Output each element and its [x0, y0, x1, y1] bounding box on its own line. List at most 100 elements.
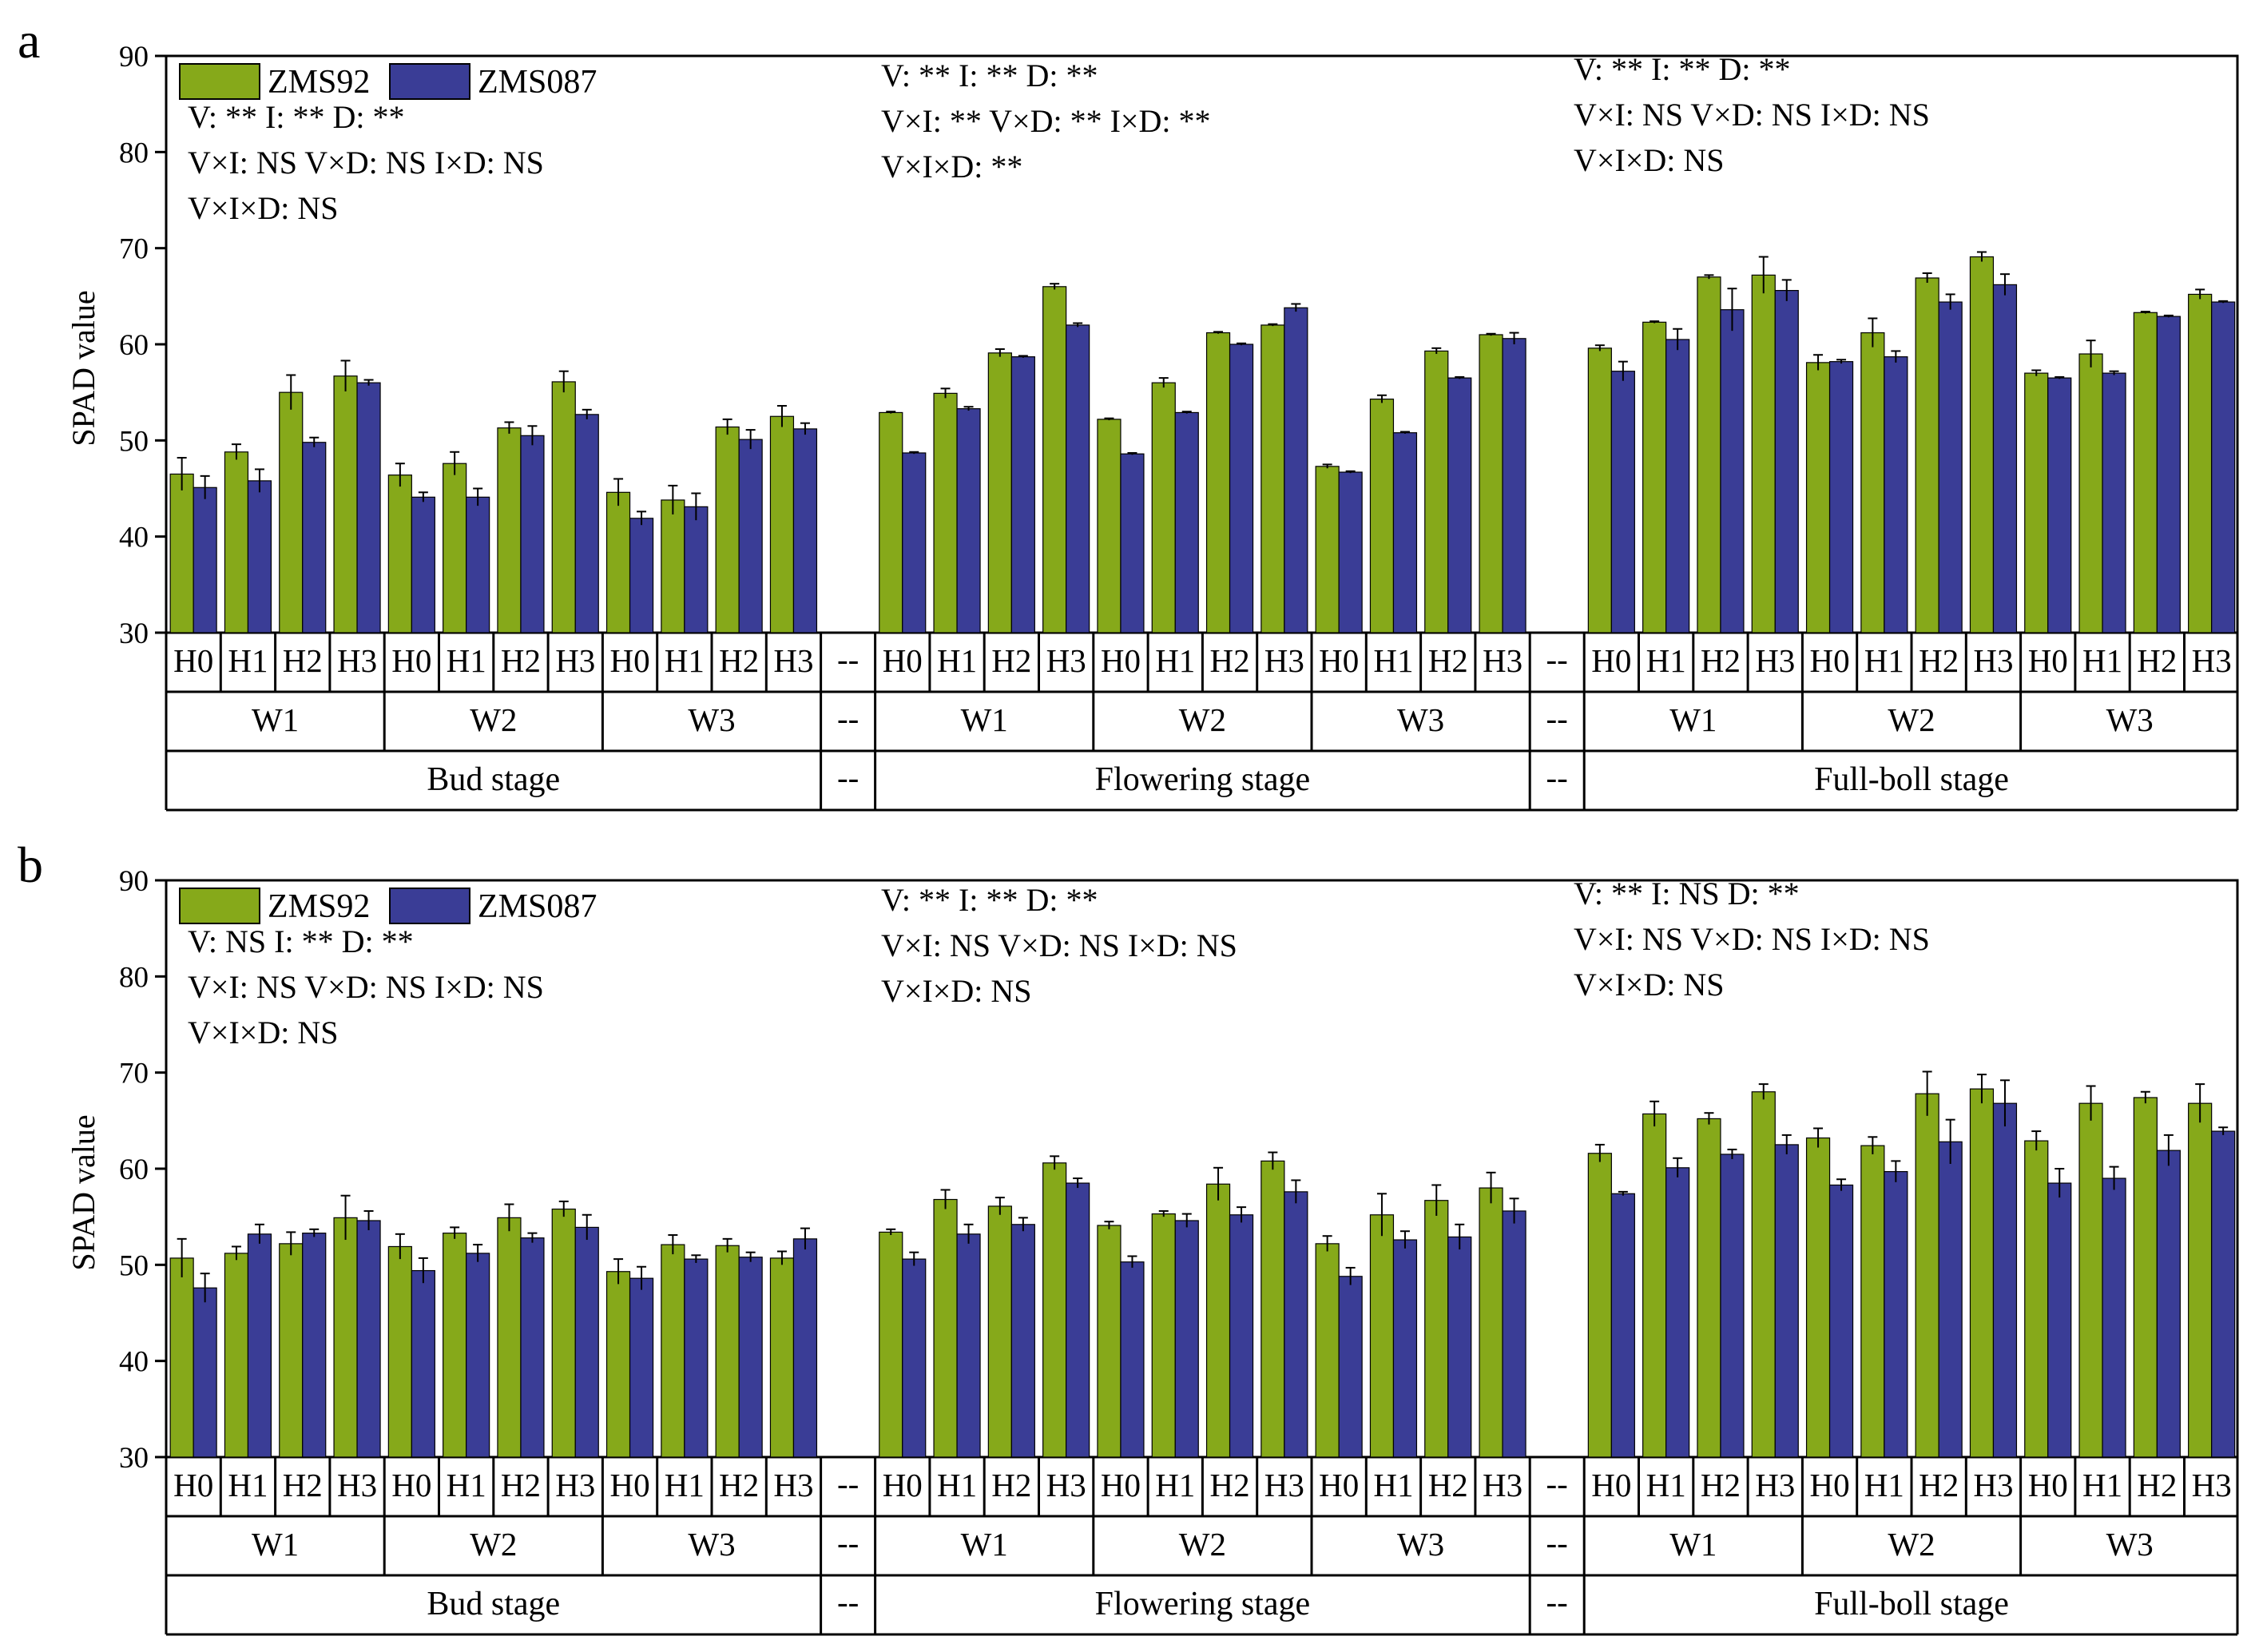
bar-zms92-b-0-2-2	[715, 1245, 740, 1458]
cat-label-b-0-2-0: H0	[609, 1467, 649, 1503]
legend-label-zms92-b: ZMS92	[268, 888, 370, 925]
bar-zms087-b-2-1-0	[1828, 1184, 1854, 1458]
y-tick-label-b-40: 40	[119, 1346, 149, 1379]
bar-zms087-a-2-1-3	[1992, 284, 2018, 633]
stat-line-a-0-1: V×I: NS V×D: NS I×D: NS	[188, 145, 544, 181]
bar-zms087-a-1-2-2	[1447, 377, 1472, 633]
bar-zms92-a-0-0-3	[333, 375, 358, 633]
cat-label-a-2-2-2: H2	[2137, 642, 2177, 679]
cat-label-b-1-2-1: H1	[1373, 1467, 1413, 1503]
placeholder-dash-b-0-2: --	[837, 1583, 859, 1620]
bar-zms087-a-0-1-0	[411, 496, 435, 633]
bar-zms92-b-0-1-2	[497, 1217, 522, 1458]
bar-zms92-b-2-0-0	[1587, 1153, 1612, 1458]
stage-label-b-0: Bud stage	[427, 1586, 560, 1622]
cat-label-b-1-0-1: H1	[937, 1467, 977, 1503]
cat-label-b-1-1-1: H1	[1155, 1467, 1195, 1503]
cat-label-a-1-2-2: H2	[1428, 642, 1468, 679]
cat-label-a-2-0-0: H0	[1591, 642, 1631, 679]
cat-label-b-1-0-0: H0	[883, 1467, 923, 1503]
bar-zms087-b-0-2-3	[792, 1238, 818, 1458]
legend-swatch-zms087-a	[389, 63, 470, 100]
bar-zms92-b-0-2-3	[769, 1257, 795, 1458]
bar-zms087-b-0-2-1	[684, 1258, 709, 1458]
placeholder-dash-a-1-0: --	[1546, 641, 1568, 677]
placeholder-dash-b-0-1: --	[837, 1524, 859, 1561]
bar-zms92-a-0-1-1	[443, 463, 467, 633]
bar-zms087-b-0-0-3	[356, 1220, 381, 1458]
bar-zms92-b-1-2-0	[1315, 1243, 1340, 1458]
stat-line-a-1-1: V×I: ** V×D: ** I×D: **	[881, 103, 1210, 139]
bar-zms087-a-2-0-1	[1665, 339, 1690, 633]
bar-zms92-a-1-1-1	[1151, 382, 1176, 633]
y-tick-label-a-90: 90	[119, 41, 149, 73]
group-label-a-0-0: W1	[252, 701, 299, 738]
bar-zms92-b-1-1-3	[1260, 1160, 1285, 1458]
cat-label-b-1-2-0: H0	[1319, 1467, 1359, 1503]
bar-zms92-a-0-0-0	[169, 473, 194, 633]
bar-zms087-b-0-0-2	[302, 1233, 327, 1458]
bar-zms087-a-0-0-1	[247, 480, 272, 633]
bar-zms087-a-1-2-3	[1502, 338, 1526, 633]
bar-zms92-b-2-0-2	[1697, 1118, 1721, 1458]
y-tick-label-b-50: 50	[119, 1249, 149, 1282]
cat-label-a-0-1-3: H3	[555, 642, 595, 679]
stat-line-a-1-2: V×I×D: **	[881, 149, 1022, 185]
cat-label-a-0-0-1: H1	[228, 642, 268, 679]
bar-zms087-b-1-1-0	[1120, 1261, 1145, 1458]
group-label-b-0-1: W2	[470, 1526, 517, 1563]
bar-zms92-a-2-2-2	[2133, 312, 2158, 633]
panel-label-a: a	[18, 12, 40, 69]
bar-zms087-b-2-2-0	[2047, 1182, 2072, 1458]
bar-zms92-b-2-2-1	[2078, 1102, 2103, 1458]
bar-zms92-b-1-0-0	[879, 1231, 903, 1458]
bar-zms92-b-0-2-0	[605, 1271, 631, 1458]
cat-label-b-1-1-0: H0	[1101, 1467, 1141, 1503]
bar-zms92-b-0-0-2	[279, 1243, 304, 1458]
bar-zms087-a-2-2-2	[2156, 316, 2181, 633]
bar-zms92-a-2-2-0	[2024, 372, 2049, 633]
group-label-a-0-2: W3	[688, 701, 735, 738]
bar-zms087-a-2-1-2	[1938, 301, 1963, 633]
stat-line-b-0-1: V×I: NS V×D: NS I×D: NS	[188, 969, 544, 1005]
y-axis-title-a: SPAD value	[66, 290, 101, 446]
cat-label-a-1-0-0: H0	[883, 642, 923, 679]
bar-zms92-b-2-0-1	[1642, 1113, 1667, 1458]
bar-zms087-b-2-1-2	[1938, 1141, 1963, 1458]
bar-zms087-b-2-0-3	[1774, 1144, 1799, 1458]
bar-zms087-a-0-0-2	[302, 442, 327, 633]
bar-zms92-a-1-0-0	[879, 411, 903, 633]
stat-line-b-2-0: V: ** I: NS D: **	[1574, 876, 1800, 911]
stat-line-b-1-2: V×I×D: NS	[881, 973, 1031, 1009]
y-tick-label-b-70: 70	[119, 1058, 149, 1090]
bar-zms087-b-2-2-2	[2156, 1150, 2181, 1458]
cat-label-a-0-1-2: H2	[501, 642, 541, 679]
bar-zms92-a-2-2-3	[2188, 293, 2213, 633]
group-label-b-2-0: W1	[1669, 1526, 1717, 1563]
cat-label-a-1-0-1: H1	[937, 642, 977, 679]
cat-label-b-2-2-3: H3	[2192, 1467, 2232, 1503]
bar-zms087-b-1-0-0	[902, 1258, 927, 1458]
bar-zms087-b-0-1-3	[574, 1226, 599, 1458]
group-label-a-2-0: W1	[1669, 701, 1717, 738]
bar-zms087-a-1-0-1	[956, 408, 981, 633]
bar-zms087-b-1-1-2	[1229, 1214, 1254, 1458]
group-label-a-1-1: W2	[1179, 701, 1226, 738]
cat-label-b-2-0-1: H1	[1646, 1467, 1686, 1503]
cat-label-b-0-1-1: H1	[447, 1467, 486, 1503]
cat-label-a-0-2-0: H0	[609, 642, 649, 679]
legend-label-zms92-a: ZMS92	[268, 64, 370, 101]
bar-zms087-b-0-2-0	[629, 1277, 654, 1458]
group-label-a-1-0: W1	[961, 701, 1008, 738]
bar-zms087-a-2-2-0	[2047, 377, 2072, 633]
bar-zms087-b-2-0-1	[1665, 1167, 1690, 1458]
bar-zms92-a-2-0-2	[1697, 276, 1721, 633]
bar-zms087-a-1-0-0	[902, 452, 927, 633]
y-tick-label-a-50: 50	[119, 425, 149, 458]
stat-line-a-1-0: V: ** I: ** D: **	[881, 58, 1098, 93]
stat-line-a-2-1: V×I: NS V×D: NS I×D: NS	[1574, 97, 1930, 133]
bar-zms92-b-0-0-3	[333, 1217, 358, 1458]
bar-zms087-a-2-2-3	[2211, 301, 2236, 633]
stage-label-b-1: Flowering stage	[1095, 1586, 1310, 1622]
cat-label-a-2-0-1: H1	[1646, 642, 1686, 679]
